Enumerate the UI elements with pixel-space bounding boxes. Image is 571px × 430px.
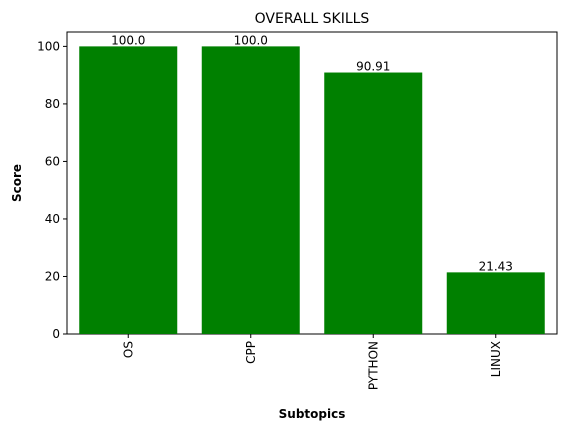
y-axis-label: Score [10,164,24,202]
data-labels: 100.0 100.0 90.91 21.43 [111,33,513,273]
x-tick-label-cpp: CPP [244,341,258,364]
plot-frame [66,31,558,335]
data-label-cpp: 100.0 [234,33,268,47]
data-label-linux: 21.43 [479,259,513,273]
y-tick-label: 0 [52,327,60,341]
x-axis: OS CPP PYTHON LINUX [121,334,503,390]
x-tick-label-linux: LINUX [489,341,503,377]
data-label-os: 100.0 [111,33,145,47]
data-label-python: 90.91 [356,60,390,74]
x-tick-label-os: OS [121,341,135,358]
bars [79,46,545,335]
y-tick-label: 80 [45,97,60,111]
bar-linux [446,272,545,334]
bar-cpp [201,46,300,334]
x-tick-label-python: PYTHON [366,341,380,390]
y-tick-label: 100 [37,39,60,53]
y-tick-label: 40 [45,212,60,226]
chart-title: OVERALL SKILLS [255,11,370,27]
y-axis: 0 20 40 60 80 100 [37,39,67,341]
bar-os [79,46,178,334]
y-tick-label: 20 [45,269,60,283]
y-tick-label: 60 [45,154,60,168]
bar-python [324,72,423,335]
x-axis-label: Subtopics [279,407,346,421]
